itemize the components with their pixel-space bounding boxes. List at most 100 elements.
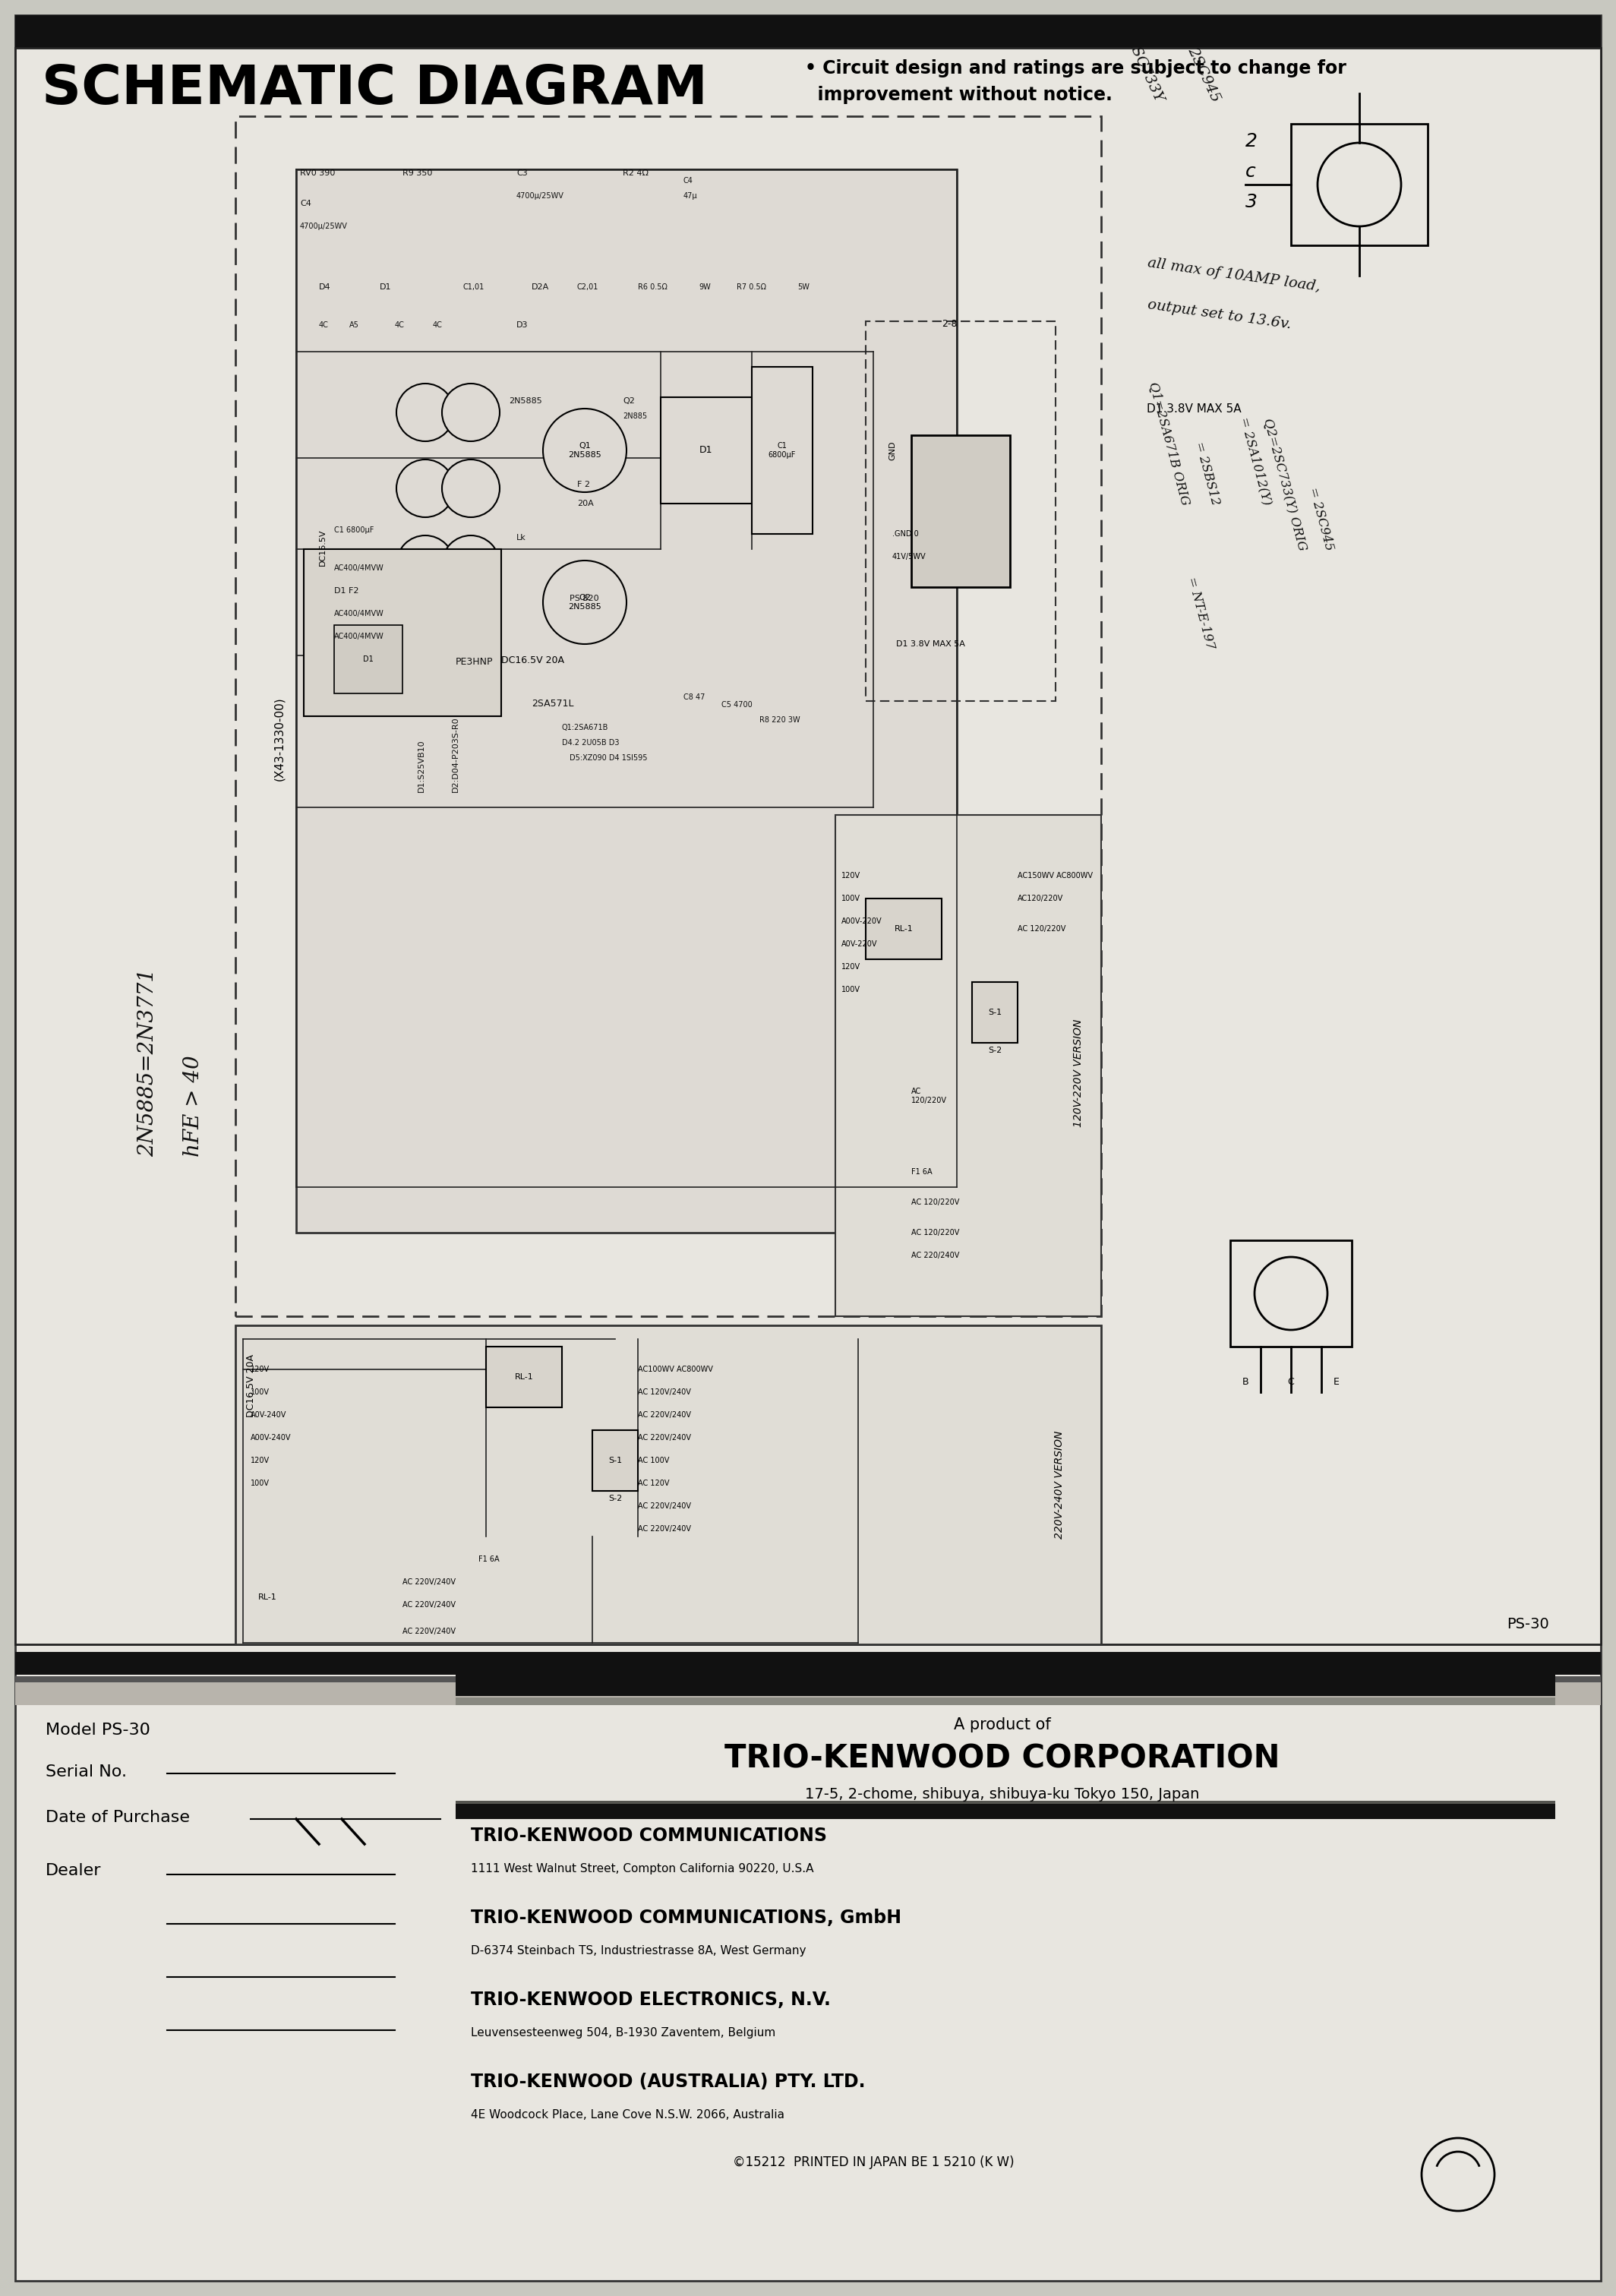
Text: 100V: 100V (250, 1479, 270, 1488)
Text: C1 6800μF: C1 6800μF (335, 526, 373, 535)
Text: E: E (1333, 1378, 1340, 1387)
Bar (15, 1676, 1601, 1683)
Text: 17-5, 2-chome, shibuya, shibuya-ku Tokyo 150, Japan: 17-5, 2-chome, shibuya, shibuya-ku Tokyo… (805, 1786, 1199, 1802)
Text: PS 820: PS 820 (569, 595, 600, 602)
Text: TRIO-KENWOOD (AUSTRALIA) PTY. LTD.: TRIO-KENWOOD (AUSTRALIA) PTY. LTD. (470, 2073, 865, 2092)
Text: D1: D1 (380, 282, 391, 292)
Text: C5 4700: C5 4700 (721, 700, 753, 709)
Text: R7 0.5Ω: R7 0.5Ω (737, 282, 766, 292)
Text: D3: D3 (517, 321, 528, 328)
Bar (236, 117, 1100, 1316)
Text: AC400/4MVW: AC400/4MVW (335, 611, 385, 618)
Text: Q1=2SA671B ORIG: Q1=2SA671B ORIG (1147, 381, 1193, 507)
Bar (1230, 1240, 1351, 1348)
Text: AC400/4MVW: AC400/4MVW (335, 565, 385, 572)
Text: Q2: Q2 (622, 397, 635, 404)
Circle shape (441, 459, 499, 517)
Text: (X43-1330-00): (X43-1330-00) (273, 698, 284, 781)
Text: 2-8: 2-8 (942, 319, 957, 328)
Text: RL-1: RL-1 (259, 1593, 276, 1600)
Text: 100V: 100V (250, 1389, 270, 1396)
Text: D4.2 2U05B D3: D4.2 2U05B D3 (562, 739, 619, 746)
Text: GND: GND (889, 441, 897, 459)
Text: hFE > 40: hFE > 40 (183, 1056, 204, 1157)
Text: 47μ: 47μ (684, 193, 698, 200)
Text: ©15212  PRINTED IN JAPAN BE 1 5210 (K W): ©15212 PRINTED IN JAPAN BE 1 5210 (K W) (732, 2156, 1013, 2170)
Bar (911, 436, 1010, 588)
Text: R9 350: R9 350 (402, 170, 433, 177)
Text: AC 120/220V: AC 120/220V (911, 1199, 960, 1205)
Circle shape (543, 409, 627, 491)
Text: F 2: F 2 (577, 480, 590, 489)
Bar (1291, 124, 1427, 246)
Text: S-1: S-1 (987, 1008, 1002, 1017)
Text: Q1
2N5885: Q1 2N5885 (569, 443, 601, 459)
Text: 2SA571L: 2SA571L (532, 698, 574, 709)
Text: 100V: 100V (842, 895, 860, 902)
Text: AC 120V/240V: AC 120V/240V (638, 1389, 692, 1396)
Text: 220V-240V VERSION: 220V-240V VERSION (1054, 1430, 1065, 1538)
Bar (304, 549, 501, 716)
Text: D1: D1 (364, 654, 373, 664)
Text: DC16.5V: DC16.5V (318, 528, 326, 565)
Text: 3: 3 (1246, 193, 1257, 211)
Bar (296, 170, 957, 1233)
Text: 4C: 4C (433, 321, 443, 328)
Text: AC 220V/240V: AC 220V/240V (638, 1412, 692, 1419)
Text: Serial No.: Serial No. (45, 1763, 126, 1779)
Text: 2SC733Y: 2SC733Y (1123, 37, 1165, 103)
Text: Date of Purchase: Date of Purchase (45, 1809, 189, 1825)
Text: 2N5885=2N3771: 2N5885=2N3771 (137, 969, 158, 1157)
Bar (593, 1430, 638, 1490)
Text: AC 220V/240V: AC 220V/240V (402, 1577, 456, 1587)
Bar (835, 815, 1100, 1316)
Text: R8 220 3W: R8 220 3W (760, 716, 800, 723)
Text: 2: 2 (1246, 133, 1257, 149)
Text: D1: D1 (700, 445, 713, 455)
Bar (866, 321, 1055, 700)
Text: AC 120/220V: AC 120/220V (1018, 925, 1065, 932)
Text: Leuvensesteenweg 504, B-1930 Zaventem, Belgium: Leuvensesteenweg 504, B-1930 Zaventem, B… (470, 2027, 776, 2039)
Text: AC 220V/240V: AC 220V/240V (638, 1502, 692, 1511)
Text: C1,01: C1,01 (464, 282, 485, 292)
Bar (236, 1325, 1100, 1644)
Text: AC 100V: AC 100V (638, 1456, 669, 1465)
Text: D2A: D2A (532, 282, 549, 292)
Text: DC16.5V 20A: DC16.5V 20A (501, 654, 564, 666)
Circle shape (441, 535, 499, 592)
Text: • Circuit design and ratings are subject to change for: • Circuit design and ratings are subject… (805, 60, 1346, 78)
Text: AC400/4MVW: AC400/4MVW (335, 634, 385, 641)
Bar (15, 48, 1601, 1644)
Text: R6 0.5Ω: R6 0.5Ω (638, 282, 667, 292)
Bar (661, 397, 751, 503)
Text: B: B (1243, 1378, 1249, 1387)
Text: A00V-240V: A00V-240V (250, 1435, 291, 1442)
Text: 4700μ/25WV: 4700μ/25WV (517, 193, 564, 200)
Text: TRIO-KENWOOD COMMUNICATIONS, GmbH: TRIO-KENWOOD COMMUNICATIONS, GmbH (470, 1908, 902, 1926)
Text: D1 3.8V MAX 5A: D1 3.8V MAX 5A (1147, 404, 1241, 416)
Circle shape (396, 459, 454, 517)
Text: Dealer: Dealer (45, 1862, 102, 1878)
Text: PS-30: PS-30 (1506, 1616, 1550, 1632)
Text: A product of: A product of (953, 1717, 1050, 1733)
Text: S-1: S-1 (608, 1456, 622, 1465)
Text: PE3HNP: PE3HNP (456, 657, 493, 666)
Text: 5W: 5W (797, 282, 810, 292)
Text: AC 220V/240V: AC 220V/240V (638, 1435, 692, 1442)
Text: AC 120/220V: AC 120/220V (911, 1228, 960, 1238)
Text: 120V: 120V (842, 962, 860, 971)
Circle shape (396, 535, 454, 592)
Text: = 2SBS12: = 2SBS12 (1193, 441, 1222, 507)
Text: C4: C4 (301, 200, 312, 207)
Text: output set to 13.6v.: output set to 13.6v. (1147, 298, 1293, 333)
Bar (335, 625, 402, 693)
Text: D1 F2: D1 F2 (335, 588, 359, 595)
Text: D5:XZ090 D4 1SI595: D5:XZ090 D4 1SI595 (569, 753, 648, 762)
Text: RV0 390: RV0 390 (301, 170, 335, 177)
Text: c: c (1246, 163, 1256, 181)
Text: A0V-240V: A0V-240V (250, 1412, 286, 1419)
Text: 4700μ/25WV: 4700μ/25WV (301, 223, 347, 230)
Text: C2,01: C2,01 (577, 282, 598, 292)
Text: RL-1: RL-1 (894, 925, 913, 932)
Text: Q2=2SC733(Y) ORIG: Q2=2SC733(Y) ORIG (1260, 418, 1309, 551)
